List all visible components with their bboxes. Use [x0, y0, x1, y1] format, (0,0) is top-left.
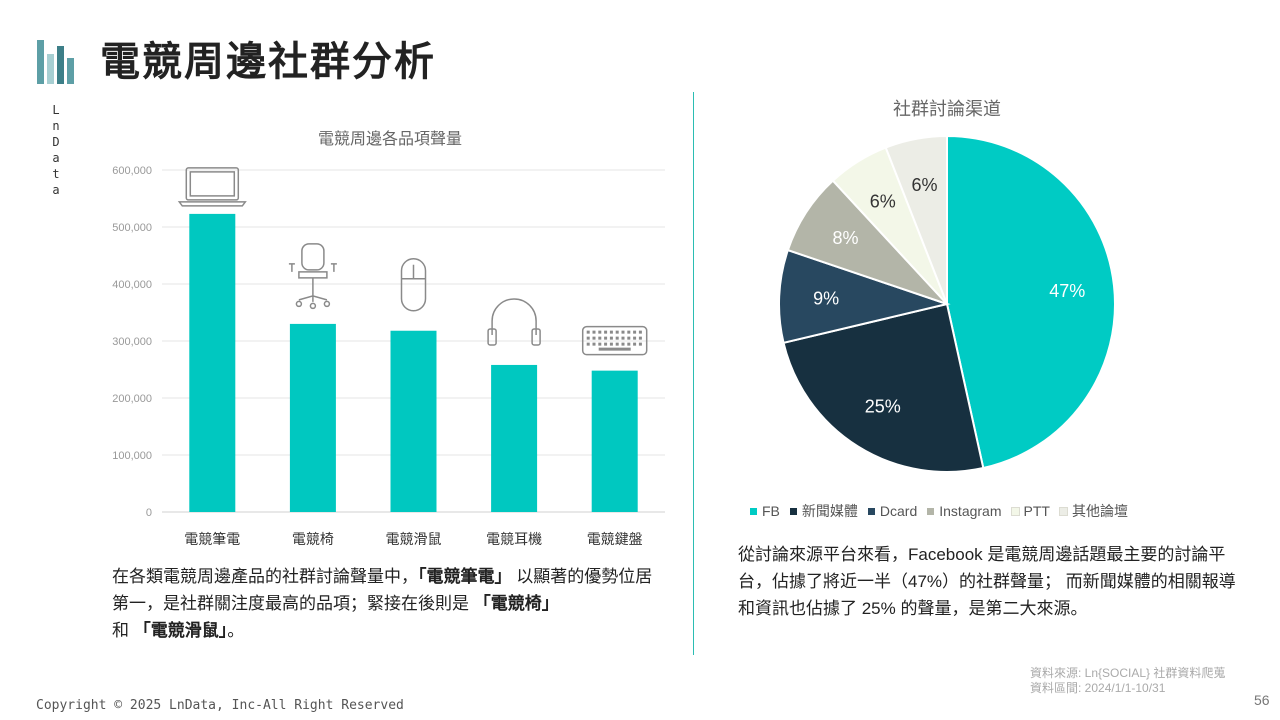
period-line: 資料區間: 2024/1/1-10/31 [1030, 681, 1166, 695]
pie-legend: FB 新聞媒體 Dcard Instagram PTT 其他論壇 [750, 501, 1128, 521]
page-title: 電競周邊社群分析 [100, 40, 436, 84]
legend-label: Instagram [939, 503, 1002, 519]
legend-item: PTT [1010, 501, 1050, 521]
legend-label: 其他論壇 [1071, 503, 1128, 519]
pie-slice-label: 25% [865, 396, 901, 416]
chair-icon [288, 243, 337, 310]
brand-vertical-text: LnData [49, 103, 63, 199]
bar-3 [390, 330, 437, 512]
y-tick-label: 300,000 [112, 336, 152, 348]
legend-swatch [867, 507, 875, 515]
pie-slice-label: 9% [813, 288, 839, 308]
bar-5 [591, 370, 638, 512]
pie-slice-label: 6% [912, 175, 938, 195]
bar-1 [189, 213, 236, 512]
legend-swatch [750, 507, 757, 515]
desc-text: 和 [112, 621, 129, 640]
y-tick-label: 600,000 [112, 165, 152, 177]
legend-swatch [1010, 506, 1020, 516]
data-source-note: 資料來源: Ln{SOCIAL} 社群資料爬蒐 資料區間: 2024/1/1-1… [1030, 666, 1225, 696]
pie-slice-3 [778, 248, 951, 345]
copyright: Copyright © 2025 LnData, Inc-All Right R… [36, 698, 404, 713]
y-tick-label: 0 [146, 507, 152, 519]
page-number: 56 [1254, 692, 1270, 708]
pie-slice-label: 8% [833, 228, 859, 248]
bar-chart-description: 在各類電競周邊產品的社群討論聲量中，「電競筆電」 以顯著的優勢位居第一，是社群關… [112, 563, 667, 644]
bar-chart-title: 電競周邊各品項聲量 [318, 130, 462, 148]
legend-label: FB [762, 503, 780, 519]
pie-chart-description: 從討論來源平台來看，Facebook 是電競周邊話題最主要的討論平台，佔據了將近… [738, 545, 1236, 618]
legend-label: 新聞媒體 [801, 503, 858, 519]
y-tick-label: 100,000 [112, 450, 152, 462]
desc-highlight: 「電競筆電」 [418, 567, 512, 586]
mouse-icon [400, 257, 427, 312]
legend-item: Instagram [927, 501, 1002, 521]
headphones-icon [487, 298, 541, 346]
pie-slice-2 [782, 302, 985, 473]
bar-4 [491, 364, 538, 512]
x-tick-label: 電競椅 [292, 531, 334, 547]
legend-item: 其他論壇 [1058, 501, 1128, 521]
legend-item: 新聞媒體 [789, 501, 858, 521]
laptop-icon [177, 167, 247, 207]
pie-chart: 社群討論渠道 47% 25% 9% 8% 6% 6% [778, 99, 1116, 473]
pie-slice-label: 6% [870, 192, 896, 212]
bar-2 [289, 323, 336, 512]
y-tick-label: 200,000 [112, 393, 152, 405]
pie-slice-1 [946, 134, 1116, 470]
legend-item: Dcard [867, 501, 918, 521]
pie-slice-6 [884, 134, 948, 305]
pie-slice-label: 47% [1049, 281, 1085, 301]
x-tick-label: 電競筆電 [184, 531, 240, 547]
legend-label: PTT [1023, 503, 1050, 519]
x-tick-label: 電競滑鼠 [386, 531, 442, 547]
desc-highlight: 「電競滑鼠」 [133, 621, 228, 640]
y-tick-label: 400,000 [112, 279, 152, 291]
y-tick-label: 500,000 [112, 222, 152, 234]
legend-swatch [1058, 506, 1068, 516]
legend-label: Dcard [879, 503, 918, 519]
lndata-logo-icon [37, 40, 74, 84]
x-tick-label: 電競鍵盤 [587, 531, 643, 547]
x-tick-label: 電競耳機 [486, 531, 542, 547]
source-line: 資料來源: Ln{SOCIAL} 社群資料爬蒐 [1030, 666, 1226, 680]
pie-chart-title: 社群討論渠道 [893, 99, 1001, 119]
desc-highlight: 「電競椅」 [473, 594, 559, 613]
keyboard-icon [581, 325, 648, 356]
desc-text: 以顯著的優勢位居第一，是社群關注度最高的品項；緊接在後則是 [112, 567, 653, 613]
desc-text: 。 [227, 621, 245, 640]
legend-item: FB [750, 501, 780, 521]
section-divider [693, 92, 694, 655]
legend-swatch [789, 507, 797, 515]
bar-chart: 電競周邊各品項聲量 0 100,000 200,000 300,000 400,000 5… [112, 130, 665, 547]
legend-swatch [927, 507, 935, 515]
desc-text: 在各類電競周邊產品的社群討論聲量中， [112, 567, 418, 586]
